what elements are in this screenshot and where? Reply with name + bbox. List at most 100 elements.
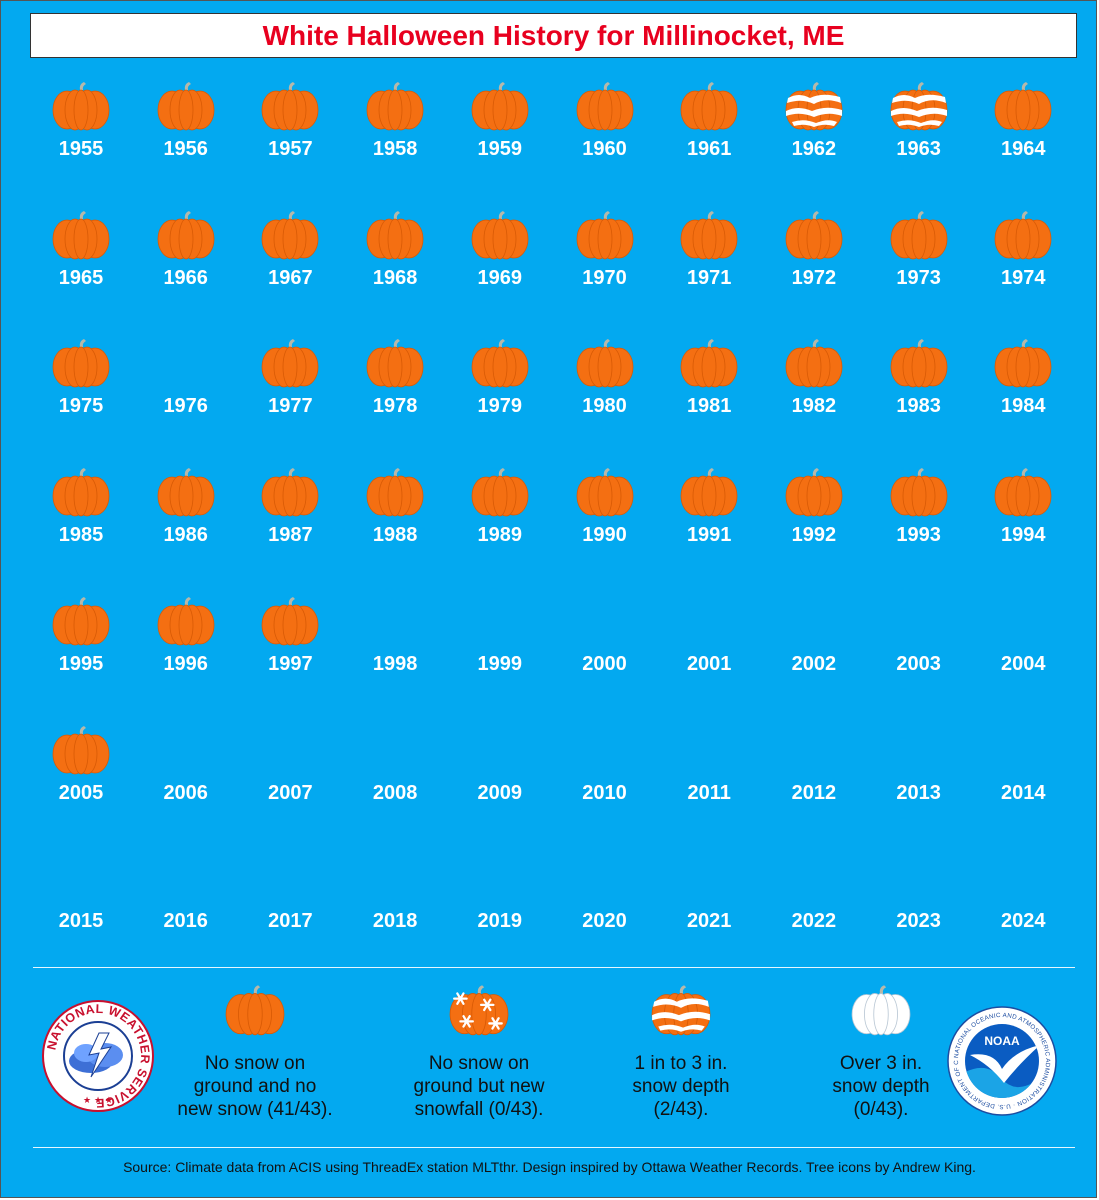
year-label: 1999 (477, 652, 523, 675)
legend-text: No snow on ground and no new snow (41/43). (155, 1052, 355, 1121)
year-cell: 2018 (343, 853, 447, 981)
divider-top (33, 967, 1075, 968)
year-cell: 1998 (343, 596, 447, 724)
year-cell: 1987 (238, 467, 342, 595)
year-cell: 2021 (657, 853, 761, 981)
pumpkin-icon (366, 210, 424, 260)
legend-line: 1 in to 3 in. (634, 1053, 728, 1074)
year-label: 1981 (686, 395, 732, 418)
year-label: 1958 (372, 138, 418, 160)
year-cell: 2014 (971, 725, 1075, 853)
legend-line: (2/43). (653, 1099, 709, 1120)
legend-line: snow depth (832, 1076, 930, 1097)
year-label: 1964 (1001, 138, 1046, 160)
year-cell: 2003 (867, 596, 971, 724)
legend-line: (0/43). (853, 1099, 909, 1120)
year-cell: 2023 (867, 853, 971, 981)
year-label: 1994 (1001, 524, 1046, 547)
year-cell: 2016 (134, 853, 238, 981)
year-label: 2018 (372, 910, 418, 933)
year-cell: 1957 (238, 81, 342, 209)
year-cell: 1992 (762, 467, 866, 595)
pumpkin-icon (52, 725, 110, 774)
year-label: 1985 (58, 524, 104, 547)
year-label: 2024 (1001, 910, 1046, 933)
year-cell: 1955 (29, 81, 133, 209)
year-label: 1989 (477, 524, 523, 547)
year-cell: 2017 (238, 853, 342, 981)
year-cell: 1962 (762, 81, 866, 209)
year-label: 1984 (1001, 395, 1046, 418)
legend-line: snowfall (0/43). (414, 1099, 544, 1120)
page-title: White Halloween History for Millinocket,… (262, 19, 845, 51)
year-cell: 2010 (553, 725, 657, 853)
pumpkin-icon (680, 210, 738, 260)
year-cell: 2019 (448, 853, 552, 981)
pumpkin-icon (366, 339, 424, 388)
legend-line: ground and no (193, 1076, 317, 1097)
pumpkin-icon (994, 468, 1052, 517)
year-cell: 1993 (867, 467, 971, 595)
year-label: 1986 (163, 524, 208, 547)
year-cell: 2007 (238, 725, 342, 853)
year-label: 1959 (477, 138, 523, 160)
year-label: 1965 (58, 266, 104, 289)
year-label: 2003 (896, 652, 941, 675)
year-cell: 1974 (971, 210, 1075, 338)
pumpkin-icon (366, 468, 424, 517)
pumpkin-icon (471, 468, 529, 517)
year-cell: 1968 (343, 210, 447, 338)
snowfall-pumpkin-icon (449, 985, 509, 1036)
year-cell: 1983 (867, 338, 971, 466)
snow-depth-pumpkin-icon (651, 985, 711, 1036)
year-label: 1974 (1001, 266, 1046, 289)
year-label: 2012 (791, 781, 837, 804)
year-label: 1966 (163, 266, 208, 289)
pumpkin-icon (261, 82, 319, 131)
year-cell: 1981 (657, 338, 761, 466)
svg-text:★ ★ ★: ★ ★ ★ (83, 1096, 113, 1106)
year-cell: 2024 (971, 853, 1075, 981)
year-label: 1975 (58, 395, 104, 418)
year-cell: 1976 (134, 338, 238, 466)
year-label: 2011 (687, 781, 731, 804)
year-cell: 1986 (134, 467, 238, 595)
year-cell: 1971 (657, 210, 761, 338)
year-cell: 1991 (657, 467, 761, 595)
year-cell: 1990 (553, 467, 657, 595)
year-label: 2014 (1001, 781, 1046, 804)
year-label: 1955 (58, 138, 104, 160)
year-label: 1990 (582, 524, 627, 547)
year-label: 2007 (268, 781, 313, 804)
year-label: 1982 (791, 395, 837, 418)
year-label: 2015 (58, 910, 104, 933)
year-label: 1983 (896, 395, 941, 418)
year-label: 1961 (686, 138, 732, 160)
year-label: 2010 (582, 781, 627, 804)
year-cell: 1979 (448, 338, 552, 466)
pumpkin-icon (225, 985, 285, 1036)
year-cell: 1982 (762, 338, 866, 466)
noaa-logo: NATIONAL OCEANIC AND ATMOSPHERIC ADMINIS… (946, 1005, 1057, 1116)
year-cell: 1959 (448, 81, 552, 209)
pumpkin-icon (576, 210, 633, 260)
year-label: 1993 (896, 524, 941, 547)
divider-bottom (33, 1147, 1075, 1148)
year-label: 1978 (372, 395, 418, 418)
year-cell: 1975 (29, 338, 133, 466)
year-cell: 2015 (29, 853, 133, 981)
year-cell: 1985 (29, 467, 133, 595)
pumpkin-icon (890, 339, 947, 388)
year-label: 2022 (791, 910, 837, 933)
year-label: 1967 (268, 266, 313, 289)
pumpkin-icon (785, 468, 843, 517)
year-label: 1969 (477, 266, 523, 289)
year-cell: 2006 (134, 725, 238, 853)
pumpkin-icon (576, 339, 633, 388)
year-cell: 1980 (553, 338, 657, 466)
year-label: 2020 (582, 910, 627, 933)
year-cell: 1958 (343, 81, 447, 209)
year-cell: 2008 (343, 725, 447, 853)
white-pumpkin-icon (851, 985, 911, 1036)
year-label: 1968 (372, 266, 418, 289)
